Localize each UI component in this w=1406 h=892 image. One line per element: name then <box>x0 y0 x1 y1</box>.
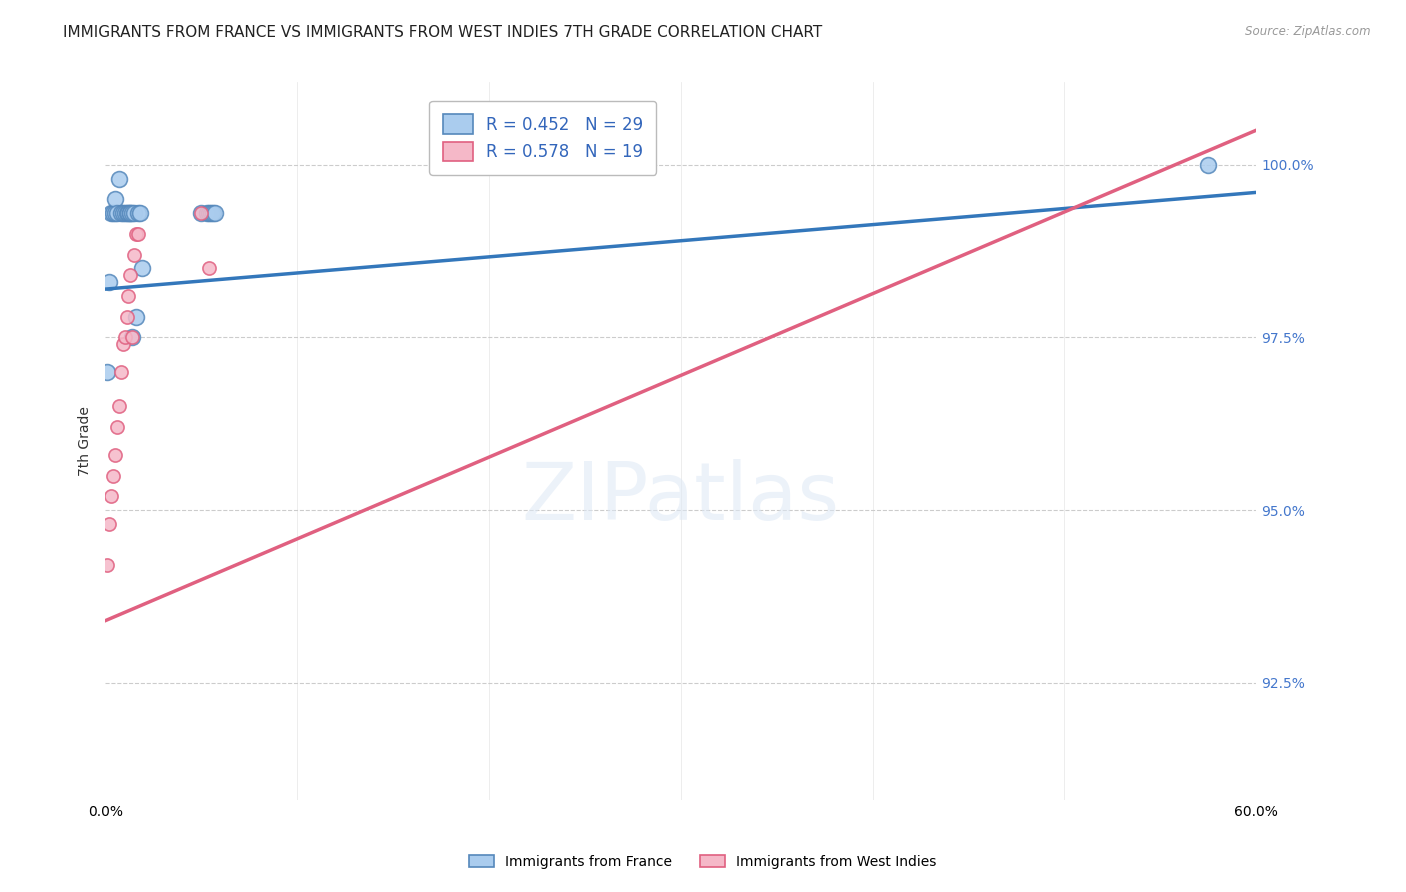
Text: IMMIGRANTS FROM FRANCE VS IMMIGRANTS FROM WEST INDIES 7TH GRADE CORRELATION CHAR: IMMIGRANTS FROM FRANCE VS IMMIGRANTS FRO… <box>63 25 823 40</box>
Point <box>111 337 134 351</box>
Point <box>101 206 124 220</box>
Point <box>101 468 124 483</box>
Text: Source: ZipAtlas.com: Source: ZipAtlas.com <box>1246 25 1371 38</box>
Point <box>120 268 142 283</box>
Point <box>104 192 127 206</box>
Text: ZIPatlas: ZIPatlas <box>522 459 839 538</box>
Point <box>100 206 122 220</box>
Point <box>96 558 118 573</box>
Point <box>125 227 148 241</box>
Point <box>110 365 132 379</box>
Point <box>108 400 131 414</box>
Point <box>115 206 138 220</box>
Point <box>198 206 221 220</box>
Point <box>120 206 142 220</box>
Point <box>120 206 142 220</box>
Point <box>1197 158 1219 172</box>
Point <box>121 330 143 344</box>
Point <box>121 330 143 344</box>
Point <box>117 289 139 303</box>
Point <box>190 206 212 220</box>
Point <box>115 310 138 324</box>
Point <box>127 206 149 220</box>
Legend: R = 0.452   N = 29, R = 0.578   N = 19: R = 0.452 N = 29, R = 0.578 N = 19 <box>429 101 657 175</box>
Point <box>105 420 128 434</box>
Point <box>104 206 127 220</box>
Point <box>121 206 143 220</box>
Point <box>108 171 131 186</box>
Point <box>127 227 149 241</box>
Point <box>201 206 224 220</box>
Point <box>190 206 212 220</box>
Y-axis label: 7th Grade: 7th Grade <box>79 406 93 476</box>
Point <box>198 261 221 276</box>
Point <box>131 261 153 276</box>
Point <box>105 206 128 220</box>
Point <box>96 365 118 379</box>
Point <box>200 206 222 220</box>
Legend: Immigrants from France, Immigrants from West Indies: Immigrants from France, Immigrants from … <box>464 849 942 874</box>
Point <box>204 206 226 220</box>
Point <box>98 275 121 289</box>
Point <box>104 448 127 462</box>
Point <box>100 489 122 503</box>
Point <box>117 206 139 220</box>
Point <box>122 247 145 261</box>
Point <box>98 516 121 531</box>
Point <box>125 310 148 324</box>
Point <box>114 206 136 220</box>
Point <box>122 206 145 220</box>
Point <box>195 206 218 220</box>
Point <box>110 206 132 220</box>
Point <box>129 206 152 220</box>
Point <box>114 330 136 344</box>
Point <box>111 206 134 220</box>
